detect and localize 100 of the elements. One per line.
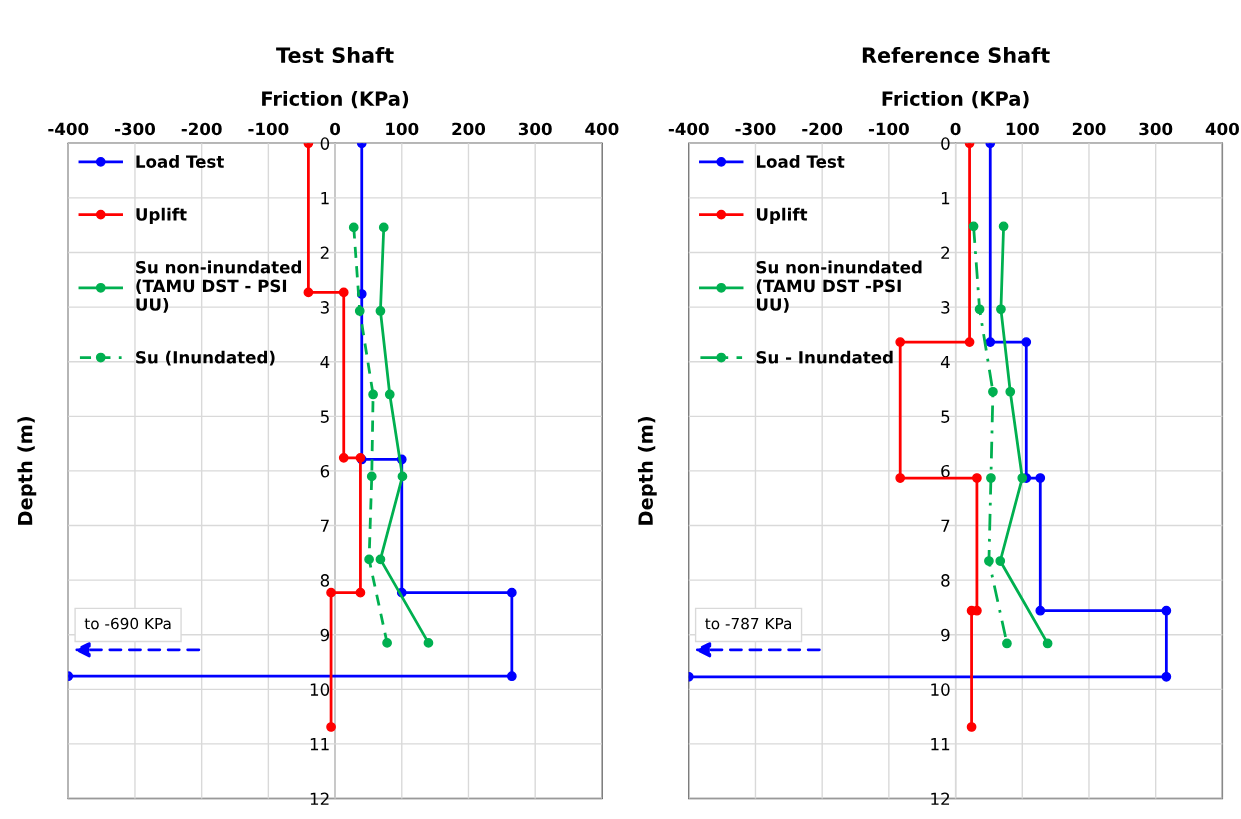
point [355, 587, 366, 598]
x-tick-label: 300 [1139, 122, 1173, 136]
legend-label: Uplift [756, 207, 808, 224]
x-tick-label: -300 [735, 122, 776, 136]
point [986, 473, 996, 483]
y-tick-label: 7 [941, 519, 950, 532]
point [326, 587, 336, 598]
point [968, 221, 979, 232]
x-tick-label: 400 [1205, 122, 1239, 136]
point [996, 304, 1006, 315]
y-tick-label: 6 [320, 464, 330, 478]
point [1161, 671, 1172, 682]
point [972, 473, 982, 483]
x-tick-label: 100 [1006, 122, 1039, 136]
point [1002, 638, 1012, 649]
legend-label: Uplift [136, 207, 187, 224]
x-tick-label: -300 [115, 122, 156, 136]
x-tick-label: 200 [452, 122, 486, 136]
x-tick-label: -400 [48, 122, 89, 136]
point [338, 287, 349, 298]
y-tick-label: 9 [941, 628, 950, 642]
point [974, 304, 985, 315]
point [368, 389, 378, 400]
y-tick-label: 12 [310, 792, 329, 805]
x-axis-title: Friction (KPa) [262, 90, 409, 109]
point [985, 337, 996, 347]
legend-label: Su - Inundated [756, 350, 893, 364]
point [382, 638, 392, 648]
point [354, 306, 365, 316]
point [423, 638, 434, 648]
point [1161, 605, 1172, 616]
y-tick-label: 12 [931, 792, 950, 805]
point [506, 671, 517, 682]
point [364, 554, 374, 565]
y-tick-label: 2 [941, 246, 950, 259]
point [384, 389, 395, 400]
point [995, 556, 1006, 566]
y-tick-label: 4 [320, 355, 330, 369]
point [1017, 473, 1028, 483]
point [895, 473, 906, 483]
y-tick-label: 11 [931, 738, 950, 751]
point [506, 587, 517, 598]
y-tick-label: 5 [320, 410, 329, 423]
point [303, 287, 314, 298]
point [326, 722, 336, 732]
x-tick-label: 0 [330, 122, 341, 136]
y-tick-label: 4 [940, 355, 950, 369]
point [1021, 337, 1032, 347]
point [397, 471, 408, 482]
annotation: to -690 KPa [84, 617, 171, 630]
x-tick-label: 400 [585, 122, 619, 136]
point [966, 722, 977, 732]
legend-label: Load Test [756, 154, 845, 168]
chart-title: Test Shaft [276, 46, 394, 64]
y-tick-label: 10 [931, 683, 950, 696]
y-tick-label: 8 [941, 574, 950, 587]
y-tick-label: 6 [941, 464, 950, 478]
y-tick-label: 3 [941, 301, 950, 314]
y-tick-label: 1 [321, 192, 329, 205]
y-tick-label: 5 [941, 410, 950, 423]
x-tick-label: 100 [386, 122, 419, 136]
y-tick-label: 0 [941, 137, 950, 150]
point [1035, 605, 1046, 616]
y-tick-label: 7 [320, 519, 329, 532]
x-tick-label: -200 [181, 122, 222, 136]
y-tick-label: 9 [320, 628, 330, 642]
x-tick-label: -100 [868, 122, 909, 136]
y-tick-label: 1 [941, 192, 950, 205]
point [348, 222, 359, 233]
y-tick-label: 8 [320, 574, 330, 587]
legend-label: Load Test [136, 154, 224, 168]
y-tick-label: 0 [320, 137, 330, 150]
point [1035, 473, 1046, 483]
legend-label: Su (Inundated) [136, 350, 275, 366]
point [375, 554, 386, 565]
point [338, 452, 349, 463]
x-tick-label: 0 [950, 122, 961, 136]
chart-title: Reference Shaft [862, 46, 1050, 64]
x-tick-label: -200 [802, 122, 843, 136]
x-tick-label: -100 [248, 122, 289, 136]
point [375, 306, 386, 316]
x-tick-label: 300 [518, 122, 552, 136]
x-tick-label: 200 [1072, 122, 1106, 136]
y-tick-label: 2 [320, 246, 329, 259]
x-tick-label: -400 [668, 122, 709, 136]
point [378, 222, 389, 233]
point [964, 337, 975, 347]
y-axis-title: Depth (m) [637, 417, 657, 525]
y-tick-label: 11 [310, 738, 329, 751]
legend-label: Su non-inundated (TAMU DST - PSI UU) [136, 260, 301, 313]
point [1042, 638, 1053, 649]
annotation: to -787 KPa [705, 617, 792, 630]
point [895, 337, 906, 347]
point [984, 556, 994, 566]
point [998, 221, 1009, 232]
point [366, 471, 377, 482]
legend-label: Su non-inundated (TAMU DST -PSI UU) [756, 260, 922, 313]
y-tick-label: 10 [310, 683, 330, 696]
point [1005, 386, 1016, 397]
x-axis-title: Friction (KPa) [882, 90, 1029, 109]
